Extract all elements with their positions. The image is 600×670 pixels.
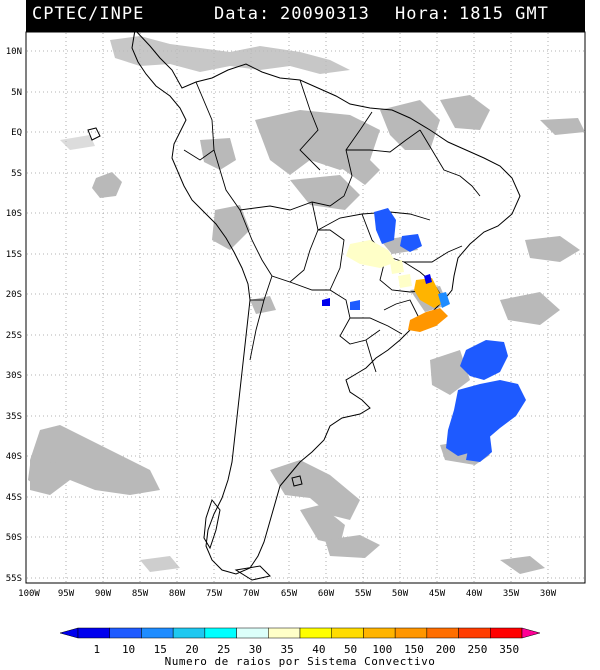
lat-label: 50S [6, 533, 22, 543]
lon-label: 35W [503, 589, 520, 599]
lon-label: 85W [132, 589, 149, 599]
lat-label: 20S [6, 290, 22, 300]
lat-label: EQ [11, 128, 22, 138]
hour-label: Hora: [395, 4, 452, 24]
legend-swatch [331, 627, 364, 639]
legend-swatch [236, 627, 269, 639]
legend-tick-label: 25 [217, 643, 231, 656]
legend-tick-label: 200 [435, 643, 456, 656]
lat-label: 30S [6, 371, 22, 381]
legend-swatch [109, 627, 142, 639]
lat-label: 25S [6, 331, 22, 341]
legend-swatch [204, 627, 237, 639]
legend-tick-label: 30 [248, 643, 263, 656]
legend-swatch [490, 627, 523, 639]
lon-label: 70W [243, 589, 260, 599]
date-label: Data: [214, 4, 271, 24]
legend-swatch [172, 627, 206, 639]
satellite-cloud-cover [28, 36, 585, 574]
lat-label: 5N [11, 88, 22, 98]
lon-label: 30W [540, 589, 557, 599]
lon-label: 100W [18, 589, 40, 599]
lat-label: 35S [6, 412, 22, 422]
lightning-clusters [322, 208, 526, 462]
lat-label: 55S [6, 574, 22, 584]
legend-tick-label: 15 [153, 643, 167, 656]
legend-tick-label: 100 [372, 643, 393, 656]
legend-color-bar [59, 627, 541, 639]
lon-label: 55W [355, 589, 372, 599]
hour-value: 1815 GMT [459, 4, 549, 24]
lat-label: 15S [6, 250, 22, 260]
legend-swatch [426, 627, 459, 639]
legend-swatch [77, 627, 110, 639]
legend-arrow-high [521, 627, 541, 639]
color-legend: 1 10 15 20 25 30 35 40 50 100 150 200 250 350 Numero … [0, 620, 600, 670]
latitude-labels: 10N 5N EQ 5S 10S 15S 20S 25S 30S 35S 40S… [6, 47, 22, 584]
lightning-map: 10N 5N EQ 5S 10S 15S 20S 25S 30S 35S 40S… [6, 28, 586, 599]
lon-label: 80W [169, 589, 186, 599]
lat-label: 10S [6, 209, 22, 219]
legend-tick-label: 250 [467, 643, 488, 656]
legend-title: Numero de raios por Sistema Convectivo [164, 655, 436, 668]
lon-label: 65W [281, 589, 298, 599]
lon-label: 75W [206, 589, 223, 599]
lat-label: 40S [6, 452, 22, 462]
date-value: 20090313 [280, 4, 370, 24]
legend-swatch [394, 627, 428, 639]
lon-label: 40W [466, 589, 483, 599]
lon-label: 50W [392, 589, 409, 599]
legend-swatch [141, 627, 174, 639]
country-borders [183, 79, 481, 373]
legend-arrow-low [59, 627, 79, 639]
legend-swatch [299, 627, 332, 639]
lon-label: 95W [58, 589, 75, 599]
legend-swatch [268, 627, 301, 639]
lon-label: 45W [429, 589, 446, 599]
legend-tick-label: 150 [404, 643, 424, 656]
legend-swatch [363, 627, 396, 639]
legend-tick-label: 35 [280, 643, 294, 656]
legend-tick-label: 10 [121, 643, 136, 656]
legend-tick-label: 40 [312, 643, 326, 656]
map-header: CPTEC/INPE Data: 20090313 Hora: 1815 GMT [26, 0, 585, 32]
legend-tick-label: 20 [185, 643, 199, 656]
lat-label: 5S [11, 169, 22, 179]
coastline [87, 28, 521, 581]
lon-label: 60W [318, 589, 335, 599]
source-label: CPTEC/INPE [32, 4, 145, 24]
legend-swatch [458, 627, 491, 639]
lat-label: 10N [6, 47, 22, 57]
legend-tick-label: 50 [343, 643, 358, 656]
legend-tick-label: 350 [499, 643, 520, 656]
lat-label: 45S [6, 493, 22, 503]
lon-label: 90W [95, 589, 112, 599]
legend-tick-label: 1 [93, 643, 101, 656]
longitude-labels: 100W 95W 90W 85W 80W 75W 70W 65W 60W 55W… [18, 589, 557, 599]
